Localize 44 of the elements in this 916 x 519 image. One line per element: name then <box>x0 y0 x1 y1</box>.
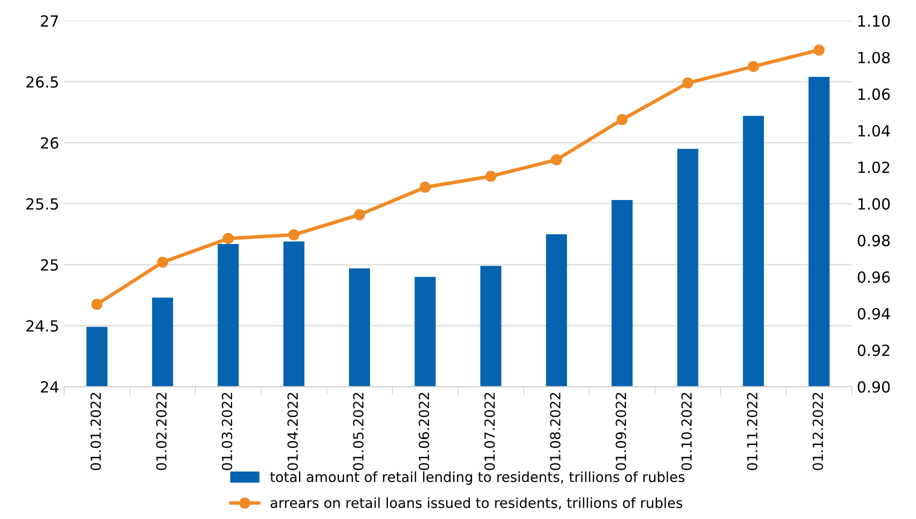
x-tick-label: 01.01.2022 <box>90 392 101 470</box>
y-tick-label: 26.5 <box>26 76 58 88</box>
y-tick-label: 25 <box>40 259 58 271</box>
legend-label: total amount of retail lending to residents, trillions of rubles <box>270 471 684 485</box>
point <box>157 256 168 268</box>
point <box>354 209 366 220</box>
x-tick-label: 01.05.2022 <box>353 392 364 470</box>
y2-tick-label: 0.94 <box>858 308 890 320</box>
point <box>420 182 431 193</box>
y2-tick-label: 1.10 <box>858 15 890 27</box>
x-tick-label: 01.02.2022 <box>156 392 167 470</box>
x-tick-label: 01.04.2022 <box>287 392 298 470</box>
y-tick-label: 26 <box>40 137 58 149</box>
y-tick-label: 27 <box>40 15 58 27</box>
x-tick-label: 01.12.2022 <box>812 392 824 470</box>
y2-tick-label: 1.06 <box>858 88 890 100</box>
y2-tick-label: 0.90 <box>858 381 890 393</box>
point <box>91 298 102 310</box>
point <box>814 44 825 56</box>
x-tick-label: 01.06.2022 <box>418 392 430 470</box>
y-tick-label: 25.5 <box>26 198 58 210</box>
x-tick-label: 01.09.2022 <box>616 392 626 470</box>
y2-tick-label: 0.92 <box>858 344 890 356</box>
x-tick-label: 01.08.2022 <box>550 392 560 470</box>
point <box>682 77 694 89</box>
y2-tick-label: 0.96 <box>858 271 890 283</box>
x-tick-label: 01.03.2022 <box>222 392 232 470</box>
point <box>485 170 496 182</box>
y2-tick-label: 1.04 <box>858 124 890 137</box>
y2-tick-label: 1.02 <box>858 162 890 174</box>
x-tick-label: 01.07.2022 <box>484 392 495 470</box>
point <box>616 114 628 126</box>
y2-tick-label: 0.98 <box>858 234 890 246</box>
y-tick-label: 24 <box>40 381 58 392</box>
point <box>550 154 562 166</box>
y-tick-label: 24.5 <box>26 320 58 332</box>
x-tick-label: 01.11.2022 <box>746 392 758 470</box>
x-tick-label: 01.10.2022 <box>681 392 692 470</box>
point <box>748 60 759 72</box>
point <box>288 229 300 240</box>
point <box>222 232 234 244</box>
y2-tick-label: 1.00 <box>858 198 890 210</box>
legend-label: arrears on retail loans issued to residents, trillions of rubles <box>270 497 682 510</box>
y2-tick-label: 1.08 <box>858 52 890 64</box>
